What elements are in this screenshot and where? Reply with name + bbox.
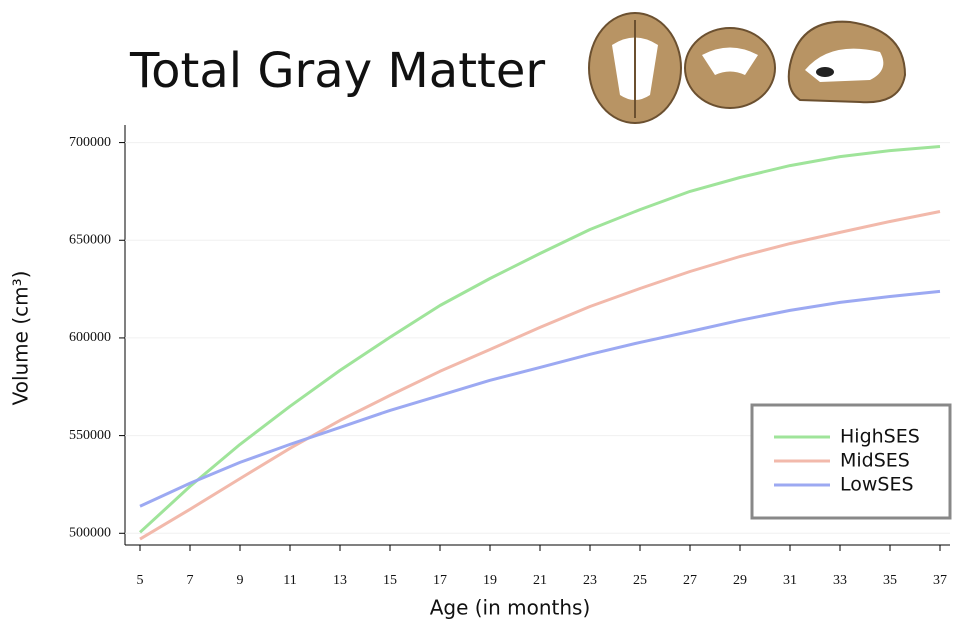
legend-label: MidSES [840,450,910,472]
chart-title: Total Gray Matter [129,43,545,99]
x-tick-label: 11 [283,573,296,588]
y-tick-label: 650000 [69,232,111,247]
x-tick-label: 19 [483,573,497,588]
x-tick-label: 31 [783,573,797,588]
y-tick-label: 500000 [69,525,111,540]
legend-label: HighSES [840,426,920,448]
x-tick-label: 27 [683,573,697,588]
x-tick-label: 35 [883,573,897,588]
series-line [138,145,941,534]
y-tick-label: 700000 [69,135,111,150]
x-tick-label: 25 [633,573,647,588]
series-line [139,210,941,541]
brain-images [588,12,907,124]
y-tick-label: 550000 [69,428,111,443]
legend-label: LowSES [840,474,914,496]
x-tick-label: 9 [237,573,244,588]
x-tick-label: 33 [833,573,847,588]
x-tick-label: 13 [333,573,347,588]
x-tick-label: 15 [383,573,397,588]
x-tick-label: 23 [583,573,597,588]
x-tick-label: 5 [137,573,144,588]
y-tick-label: 600000 [69,330,111,345]
x-tick-label: 21 [533,573,547,588]
x-tick-label: 29 [733,573,747,588]
y-axis-label: Volume (cm³) [9,271,33,406]
series-line [139,289,941,508]
x-axis-label: Age (in months) [430,596,591,620]
x-tick-label: 7 [187,573,194,588]
x-tick-label: 37 [933,573,947,588]
x-tick-label: 17 [433,573,447,588]
